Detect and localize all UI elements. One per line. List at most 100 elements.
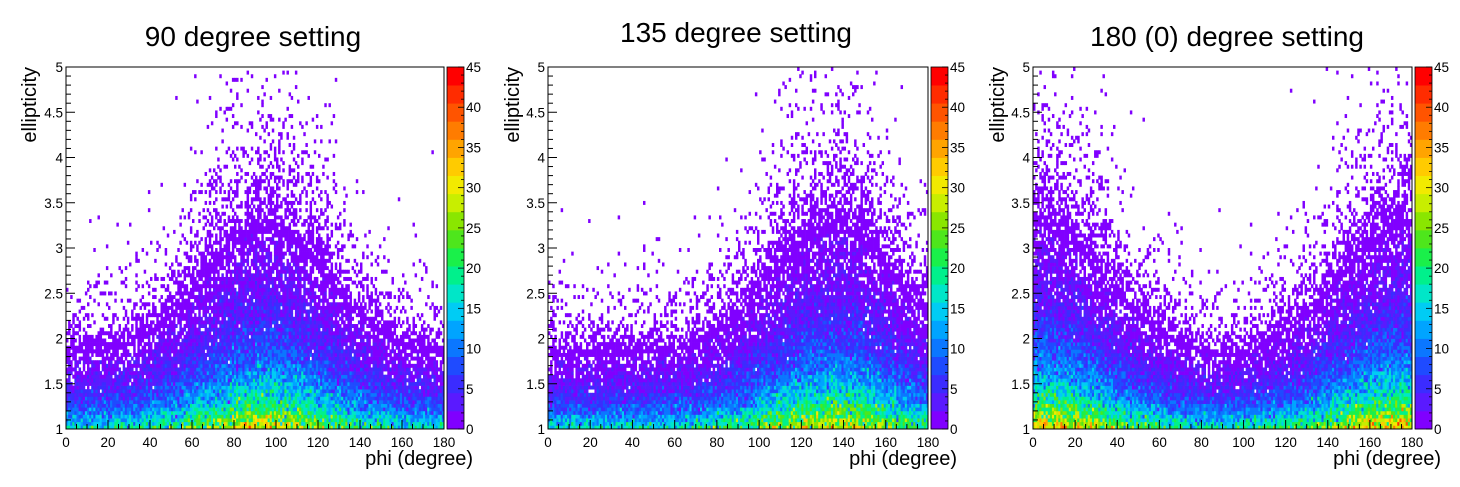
heatmap-bin [95, 378, 98, 383]
heatmap-bin [175, 298, 178, 303]
heatmap-bin [276, 410, 279, 415]
heatmap-bin [284, 200, 287, 205]
heatmap-bin [137, 342, 140, 347]
heatmap-bin [227, 106, 231, 111]
heatmap-bin [97, 367, 100, 372]
heatmap-bin [267, 425, 271, 430]
heatmap-bin [135, 403, 138, 408]
heatmap-bin [196, 305, 199, 310]
heatmap-bin [294, 316, 298, 321]
heatmap-bin [255, 324, 258, 328]
heatmap-bin [120, 407, 124, 412]
heatmap-bin [265, 273, 268, 278]
heatmap-bin [252, 182, 256, 187]
heatmap-bin [219, 381, 222, 386]
heatmap-bin [158, 331, 161, 336]
heatmap-bin [269, 219, 273, 224]
heatmap-bin [288, 269, 292, 274]
heatmap-bin [265, 327, 268, 332]
heatmap-bin [290, 190, 294, 195]
heatmap-bin [108, 356, 111, 361]
heatmap-bin [219, 425, 222, 430]
heatmap-bin [219, 179, 222, 184]
heatmap-bin [231, 356, 235, 361]
heatmap-bin [101, 352, 105, 357]
heatmap-bin [234, 360, 237, 365]
heatmap-bin [122, 371, 126, 376]
heatmap-bin [259, 291, 262, 296]
heatmap-bin [294, 291, 298, 296]
heatmap-bin [177, 331, 180, 336]
heatmap-bin [265, 349, 268, 354]
heatmap-bin [257, 273, 260, 278]
heatmap-bin [223, 360, 226, 365]
heatmap-bin [288, 302, 292, 307]
heatmap-bin [206, 421, 210, 426]
heatmap-bin [261, 255, 264, 260]
heatmap-bin [143, 396, 147, 401]
heatmap-bin [240, 407, 243, 412]
heatmap-bin [164, 363, 168, 368]
heatmap-bin [271, 425, 275, 430]
heatmap-bin [183, 378, 187, 383]
heatmap-bin [223, 425, 226, 430]
heatmap-bin [139, 374, 142, 379]
heatmap-bin [108, 342, 111, 347]
heatmap-bin [177, 305, 180, 310]
heatmap-bin [255, 240, 258, 245]
heatmap-bin [286, 327, 289, 332]
heatmap-bin [124, 400, 128, 405]
heatmap-bin [236, 396, 239, 401]
heatmap-bin [246, 153, 250, 158]
heatmap-bin [276, 389, 279, 394]
heatmap-bin [219, 280, 222, 285]
heatmap-bin [185, 414, 189, 419]
heatmap-bin [202, 266, 205, 271]
heatmap-bin [202, 251, 205, 256]
heatmap-bin [76, 316, 79, 321]
heatmap-bin [271, 305, 275, 310]
heatmap-bin [271, 276, 275, 281]
heatmap-bin [82, 349, 86, 354]
heatmap-bin [273, 280, 277, 285]
heatmap-bin [238, 219, 241, 224]
heatmap-bin [280, 255, 283, 260]
heatmap-bin [288, 389, 292, 394]
heatmap-bin [139, 320, 142, 325]
heatmap-bin [171, 400, 174, 405]
heatmap-bin [215, 371, 218, 376]
heatmap-bin [200, 421, 203, 426]
heatmap-bin [269, 298, 273, 303]
heatmap-bin [156, 410, 159, 415]
heatmap-bin [143, 363, 147, 368]
heatmap-bin [246, 421, 250, 426]
heatmap-bin [257, 400, 260, 405]
heatmap-bin [78, 414, 82, 419]
heatmap-bin [108, 396, 111, 401]
heatmap-bin [267, 389, 271, 394]
heatmap-bin [259, 378, 262, 383]
heatmap-bin [257, 208, 260, 213]
heatmap-bin [248, 295, 252, 300]
heatmap-bin [259, 229, 262, 234]
heatmap-bin [276, 345, 279, 350]
heatmap-bin [265, 168, 268, 173]
heatmap-bin [248, 356, 252, 361]
heatmap-bin [189, 349, 193, 354]
heatmap-bin [215, 392, 218, 397]
heatmap-bin [208, 316, 212, 321]
heatmap-bin [278, 298, 281, 303]
heatmap-bin [74, 378, 77, 383]
heatmap-bin [168, 360, 172, 365]
heatmap-bin [110, 273, 113, 278]
heatmap-bin [175, 425, 178, 430]
heatmap-bin [185, 313, 189, 318]
heatmap-bin [108, 331, 111, 336]
heatmap-bin [273, 327, 277, 332]
heatmap-bin [192, 334, 195, 339]
heatmap-bin [166, 356, 170, 361]
heatmap-bin [183, 360, 187, 365]
heatmap-bin [177, 425, 180, 430]
heatmap-bin [284, 334, 287, 339]
heatmap-bin [160, 324, 163, 328]
